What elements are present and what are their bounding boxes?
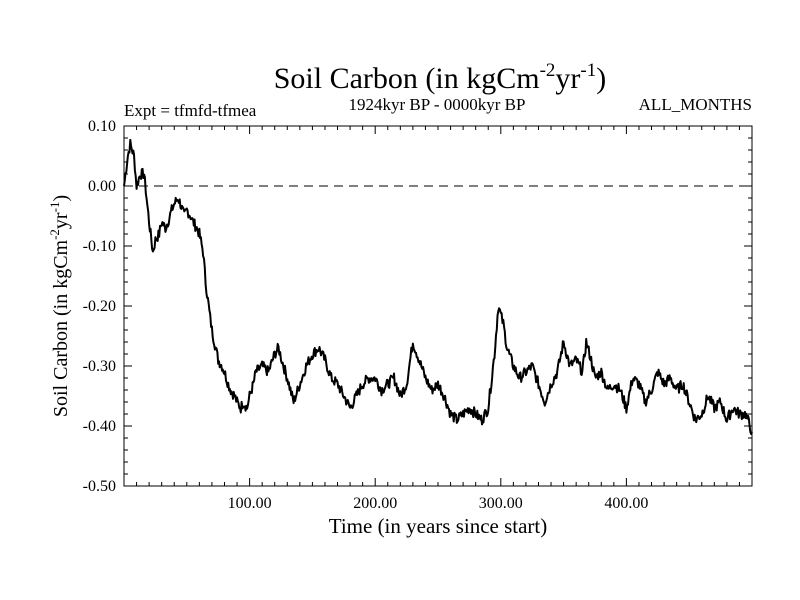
y-tick-label: -0.10 [83, 238, 116, 255]
x-tick-label: 100.00 [228, 495, 272, 512]
x-tick-label: 300.00 [479, 495, 523, 512]
y-tick-label: 0.10 [88, 118, 116, 135]
x-tick-label: 400.00 [604, 495, 648, 512]
x-tick-label: 200.00 [353, 495, 397, 512]
chart-title: Soil Carbon (in kgCm-2yr-1) [274, 60, 607, 95]
y-tick-label: -0.40 [83, 418, 116, 435]
plot-frame [123, 125, 753, 487]
y-tick-label: 0.00 [88, 178, 116, 195]
experiment-label: Expt = tfmfd-tfmea [124, 101, 257, 120]
y-tick-label: -0.30 [83, 358, 116, 375]
axis-ticks [124, 126, 752, 486]
y-tick-labels: 0.10 0.00 -0.10 -0.20 -0.30 -0.40 -0.50 [83, 118, 116, 495]
period-label: ALL_MONTHS [639, 95, 752, 114]
x-tick-labels: 100.00 200.00 300.00 400.00 [228, 495, 649, 512]
x-axis-label: Time (in years since start) [329, 514, 548, 538]
series-line-soil-carbon [123, 138, 753, 435]
y-tick-label: -0.20 [83, 298, 116, 315]
y-tick-label: -0.50 [83, 478, 116, 495]
chart-subtitle: 1924kyr BP - 0000kyr BP [349, 95, 526, 114]
y-axis-label: Soil Carbon (in kgCm-2yr-1) [47, 195, 72, 417]
